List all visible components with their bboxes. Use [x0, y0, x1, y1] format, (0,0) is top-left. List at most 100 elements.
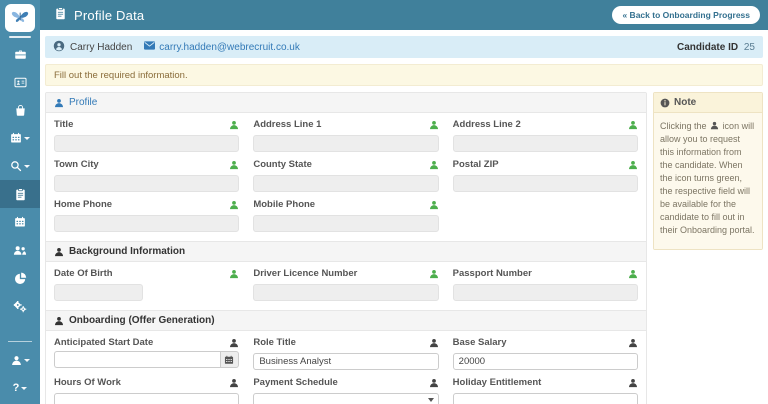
candidate-name: Carry Hadden: [70, 41, 133, 53]
field-label: Address Line 2: [452, 119, 521, 130]
section-header-onboarding: Onboarding (Offer Generation): [46, 310, 646, 331]
request-from-candidate-user-icon[interactable]: [628, 120, 638, 130]
main-area: Profile Data « Back to Onboarding Progre…: [40, 0, 768, 404]
field-town-city: Town City: [54, 159, 240, 192]
request-from-candidate-user-icon[interactable]: [429, 160, 439, 170]
sidebar-item-settings[interactable]: [0, 292, 40, 320]
field-label: Date Of Birth: [54, 268, 113, 279]
chevron-down-icon: [21, 386, 28, 390]
alert-text: Fill out the required information.: [54, 69, 188, 81]
sidebar-item-talent-pool[interactable]: [0, 96, 40, 124]
base-salary-input[interactable]: [452, 353, 638, 370]
pie-chart-icon: [14, 272, 27, 285]
sidebar-item-help-menu[interactable]: ?: [0, 374, 40, 402]
request-from-candidate-user-icon[interactable]: [229, 378, 239, 388]
request-from-candidate-user-icon[interactable]: [229, 200, 239, 210]
section-title: Onboarding (Offer Generation): [69, 315, 215, 326]
request-from-candidate-user-icon[interactable]: [628, 160, 638, 170]
address-line-2-input: [452, 135, 638, 152]
field-driver-licence-number: Driver Licence Number: [253, 268, 439, 301]
search-icon: [10, 160, 22, 172]
county-state-input: [253, 175, 439, 192]
calendar-icon: [14, 216, 26, 228]
field-label: Town City: [54, 159, 99, 170]
sidebar-divider: [8, 341, 32, 342]
sidebar-item-profile-data[interactable]: [0, 180, 40, 208]
id-card-icon: [13, 76, 27, 89]
page-header: Profile Data « Back to Onboarding Progre…: [40, 0, 768, 30]
user-circle-icon: [53, 40, 65, 55]
app-logo[interactable]: [5, 4, 35, 32]
back-to-onboarding-button[interactable]: « Back to Onboarding Progress: [612, 6, 760, 24]
users-icon: [13, 244, 27, 257]
note-text: Clicking the icon will allow you to requ…: [654, 113, 762, 250]
field-label: Anticipated Start Date: [54, 337, 154, 348]
request-from-candidate-user-icon[interactable]: [429, 338, 439, 348]
user-icon: [710, 121, 719, 130]
sidebar-item-candidates[interactable]: [0, 68, 40, 96]
hours-of-work-input[interactable]: [54, 393, 240, 404]
request-from-candidate-user-icon[interactable]: [429, 378, 439, 388]
section-header-background: Background Information: [46, 241, 646, 262]
payment-schedule-select[interactable]: [253, 393, 439, 404]
sidebar-item-schedule-menu[interactable]: [0, 124, 40, 152]
request-from-candidate-user-icon[interactable]: [429, 269, 439, 279]
request-from-candidate-user-icon[interactable]: [628, 338, 638, 348]
sidebar-item-calendar[interactable]: [0, 208, 40, 236]
request-from-candidate-user-icon[interactable]: [229, 120, 239, 130]
field-hours-of-work: Hours Of Work: [54, 377, 240, 404]
request-from-candidate-user-icon[interactable]: [628, 378, 638, 388]
request-from-candidate-user-icon[interactable]: [229, 338, 239, 348]
field-label: Driver Licence Number: [253, 268, 358, 279]
required-info-alert: Fill out the required information.: [45, 64, 763, 86]
section-title: Background Information: [69, 246, 186, 257]
anticipated-start-date-input[interactable]: [54, 351, 220, 368]
page-content: Carry Hadden carry.hadden@webrecruit.co.…: [40, 30, 768, 404]
field-label: Payment Schedule: [253, 377, 338, 388]
holiday-entitlement-input[interactable]: [452, 393, 638, 404]
field-label: Home Phone: [54, 199, 113, 210]
sidebar-item-users[interactable]: [0, 236, 40, 264]
note-header: Note: [654, 93, 762, 113]
field-holiday-entitlement: Holiday Entitlement: [452, 377, 638, 404]
envelope-icon: [144, 41, 156, 53]
field-label: Title: [54, 119, 74, 130]
address-line-1-input: [253, 135, 439, 152]
candidate-email-link[interactable]: carry.hadden@webrecruit.co.uk: [144, 41, 300, 53]
field-label: County State: [253, 159, 312, 170]
postal-zip-input: [452, 175, 638, 192]
request-from-candidate-user-icon[interactable]: [229, 269, 239, 279]
field-title: Title: [54, 119, 240, 152]
question-icon: ?: [12, 381, 20, 394]
sidebar-bottom: ?: [0, 341, 40, 404]
candidate-id-wrap: Candidate ID 25: [677, 42, 755, 53]
user-icon: [54, 98, 64, 108]
note-text-after: icon will allow you to request this info…: [660, 121, 755, 236]
request-from-candidate-user-icon[interactable]: [429, 120, 439, 130]
request-from-candidate-user-icon[interactable]: [229, 160, 239, 170]
sidebar-item-search-menu[interactable]: [0, 152, 40, 180]
user-icon: [11, 355, 22, 366]
chevron-down-icon: [23, 358, 30, 362]
mobile-phone-input: [253, 215, 439, 232]
sidebar-item-reports[interactable]: [0, 264, 40, 292]
sidebar-item-account-menu[interactable]: [0, 346, 40, 374]
field-payment-schedule: Payment Schedule: [253, 377, 439, 404]
field-role-title: Role Title: [253, 337, 439, 370]
calendar-icon: [224, 355, 234, 365]
request-from-candidate-user-icon[interactable]: [628, 269, 638, 279]
briefcase-icon: [14, 48, 27, 61]
candidate-id-label: Candidate ID: [676, 41, 739, 53]
chevron-down-icon: [24, 164, 30, 168]
sidebar-item-jobs[interactable]: [0, 40, 40, 68]
field-label: Address Line 1: [253, 119, 322, 130]
user-icon: [54, 316, 64, 326]
candidate-info-bar: Carry Hadden carry.hadden@webrecruit.co.…: [45, 36, 763, 58]
datepicker-button[interactable]: [219, 351, 240, 368]
field-address-line-1: Address Line 1: [253, 119, 439, 152]
role-title-input[interactable]: [253, 353, 439, 370]
town-city-input: [54, 175, 240, 192]
request-from-candidate-user-icon[interactable]: [429, 200, 439, 210]
sidebar-nav: ?: [0, 0, 40, 404]
